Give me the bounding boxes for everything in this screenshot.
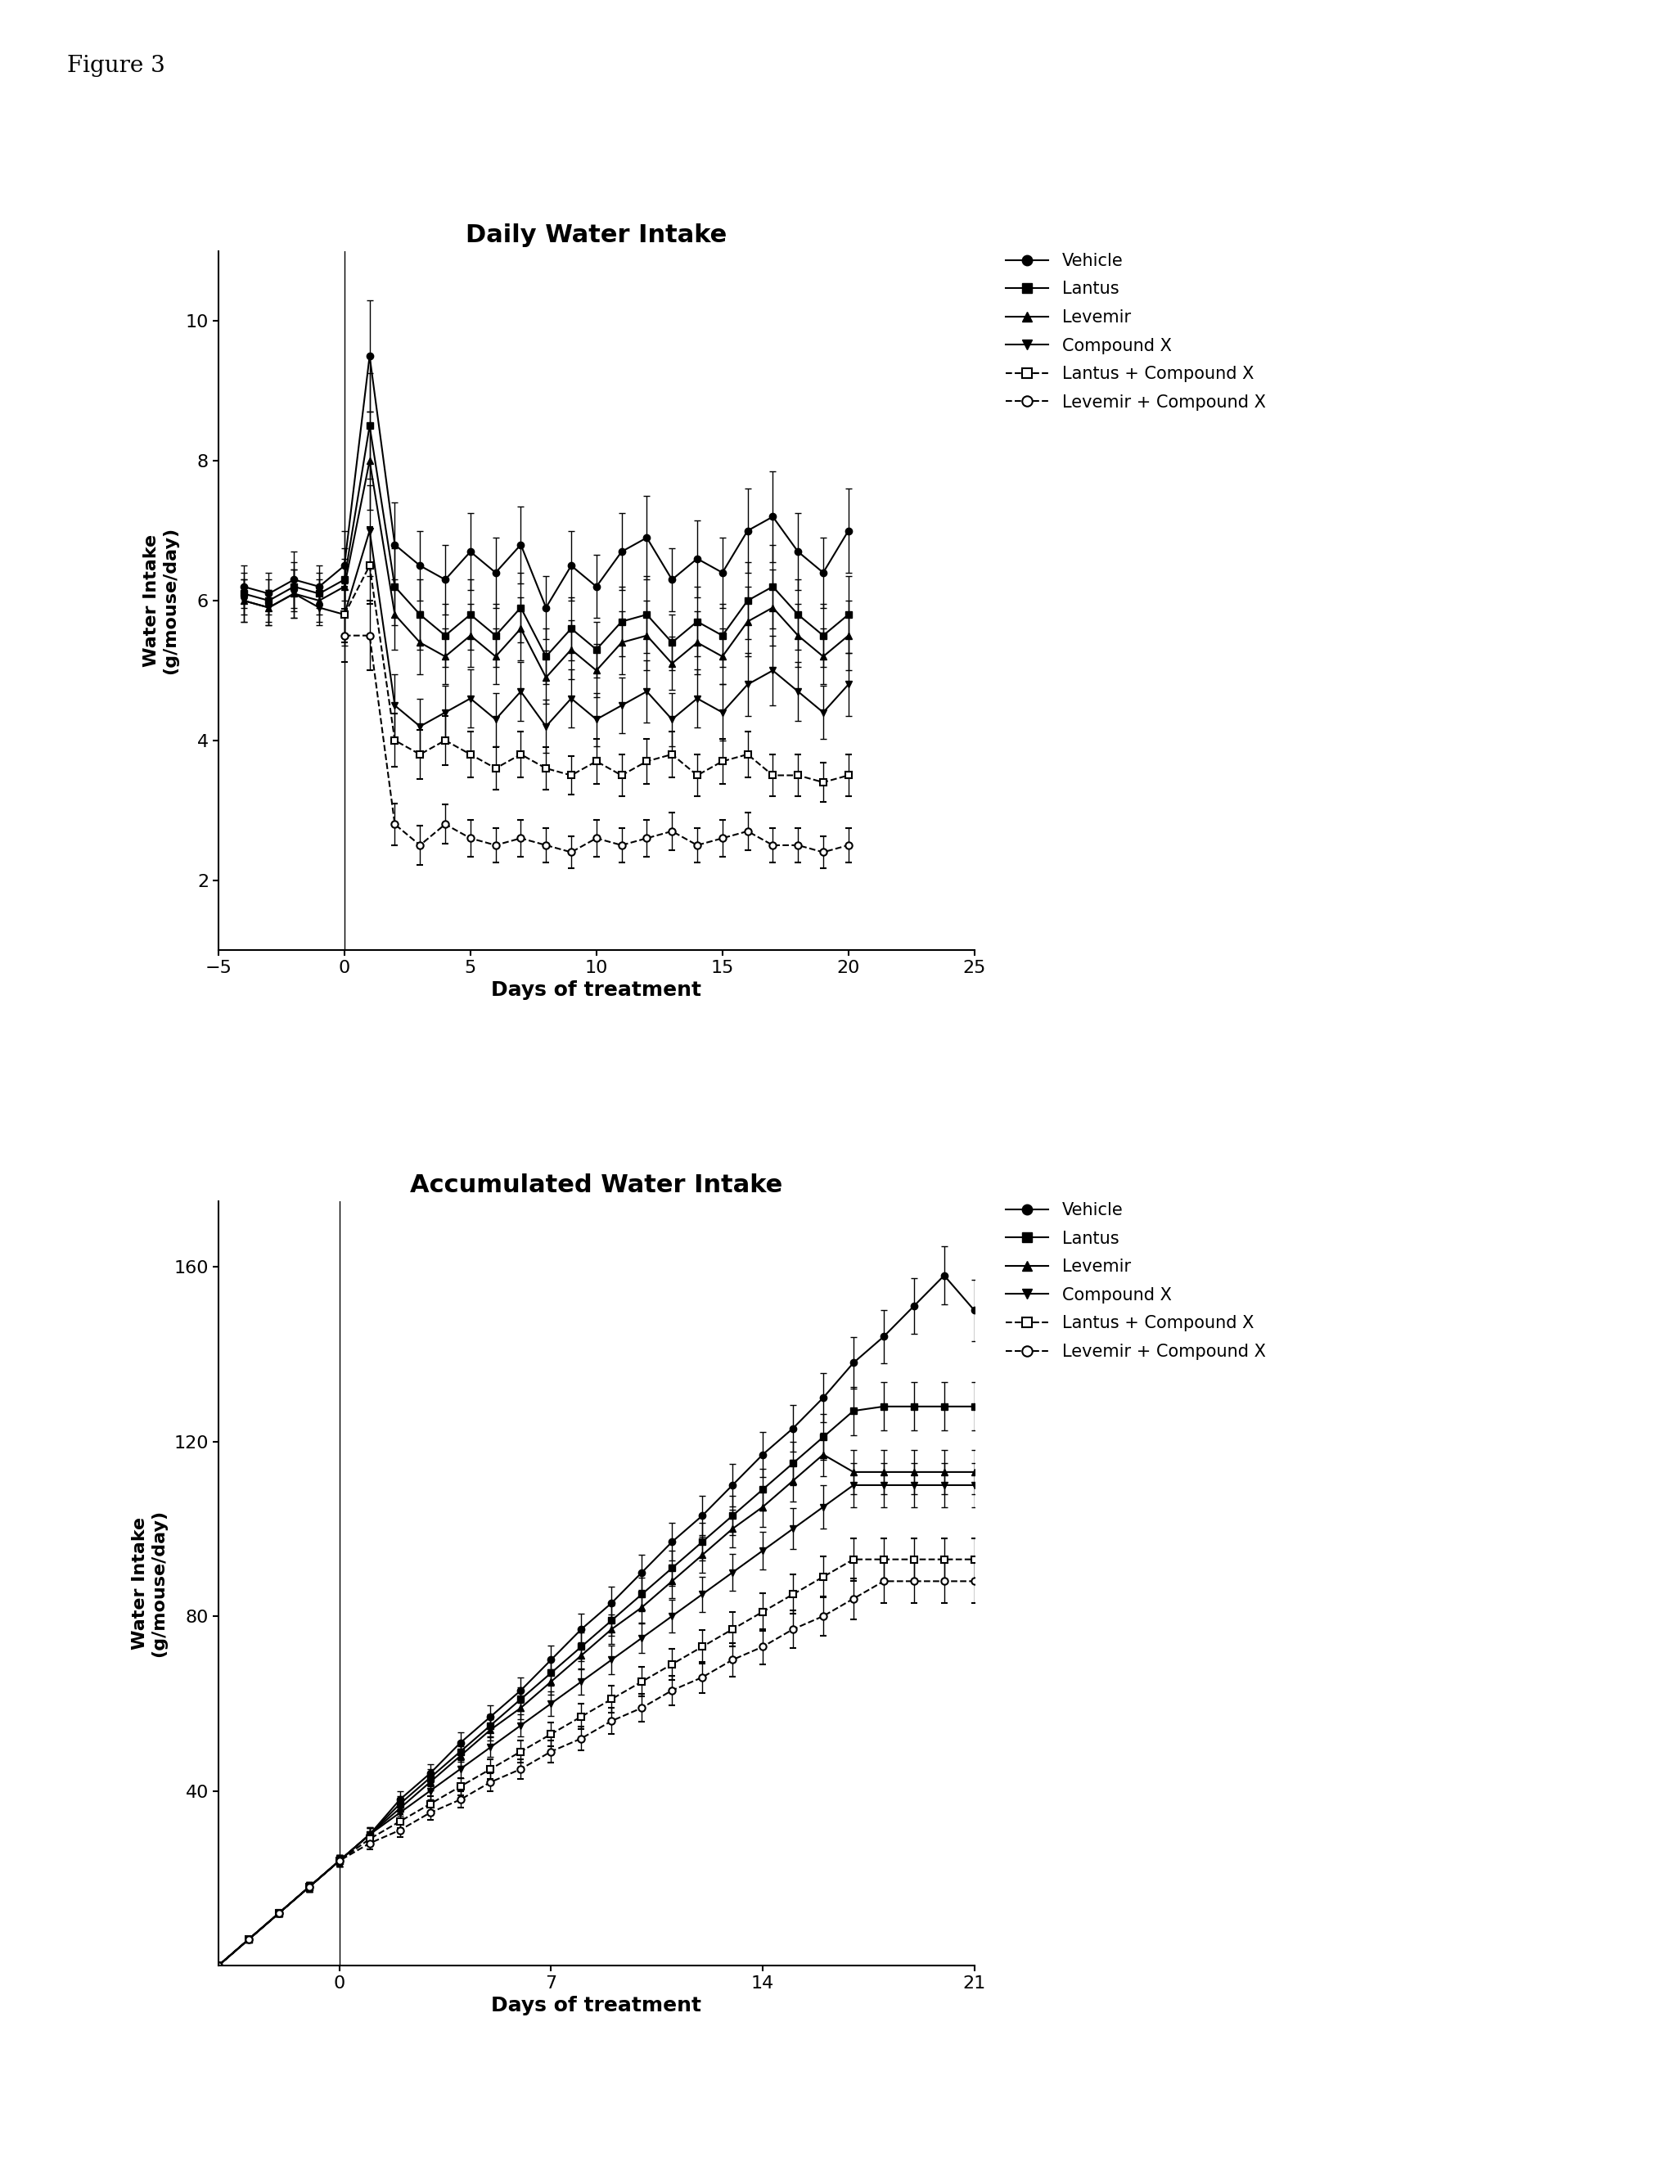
X-axis label: Days of treatment: Days of treatment	[491, 981, 702, 1000]
Y-axis label: Water Intake
(g/mouse/day): Water Intake (g/mouse/day)	[143, 526, 178, 675]
Title: Accumulated Water Intake: Accumulated Water Intake	[410, 1173, 783, 1197]
Legend: Vehicle, Lantus, Levemir, Compound X, Lantus + Compound X, Levemir + Compound X: Vehicle, Lantus, Levemir, Compound X, La…	[1006, 253, 1265, 411]
Title: Daily Water Intake: Daily Water Intake	[465, 223, 727, 247]
Y-axis label: Water Intake
(g/mouse/day): Water Intake (g/mouse/day)	[131, 1509, 166, 1658]
Legend: Vehicle, Lantus, Levemir, Compound X, Lantus + Compound X, Levemir + Compound X: Vehicle, Lantus, Levemir, Compound X, La…	[1006, 1201, 1265, 1361]
X-axis label: Days of treatment: Days of treatment	[491, 1996, 702, 2016]
Text: Figure 3: Figure 3	[67, 55, 165, 76]
